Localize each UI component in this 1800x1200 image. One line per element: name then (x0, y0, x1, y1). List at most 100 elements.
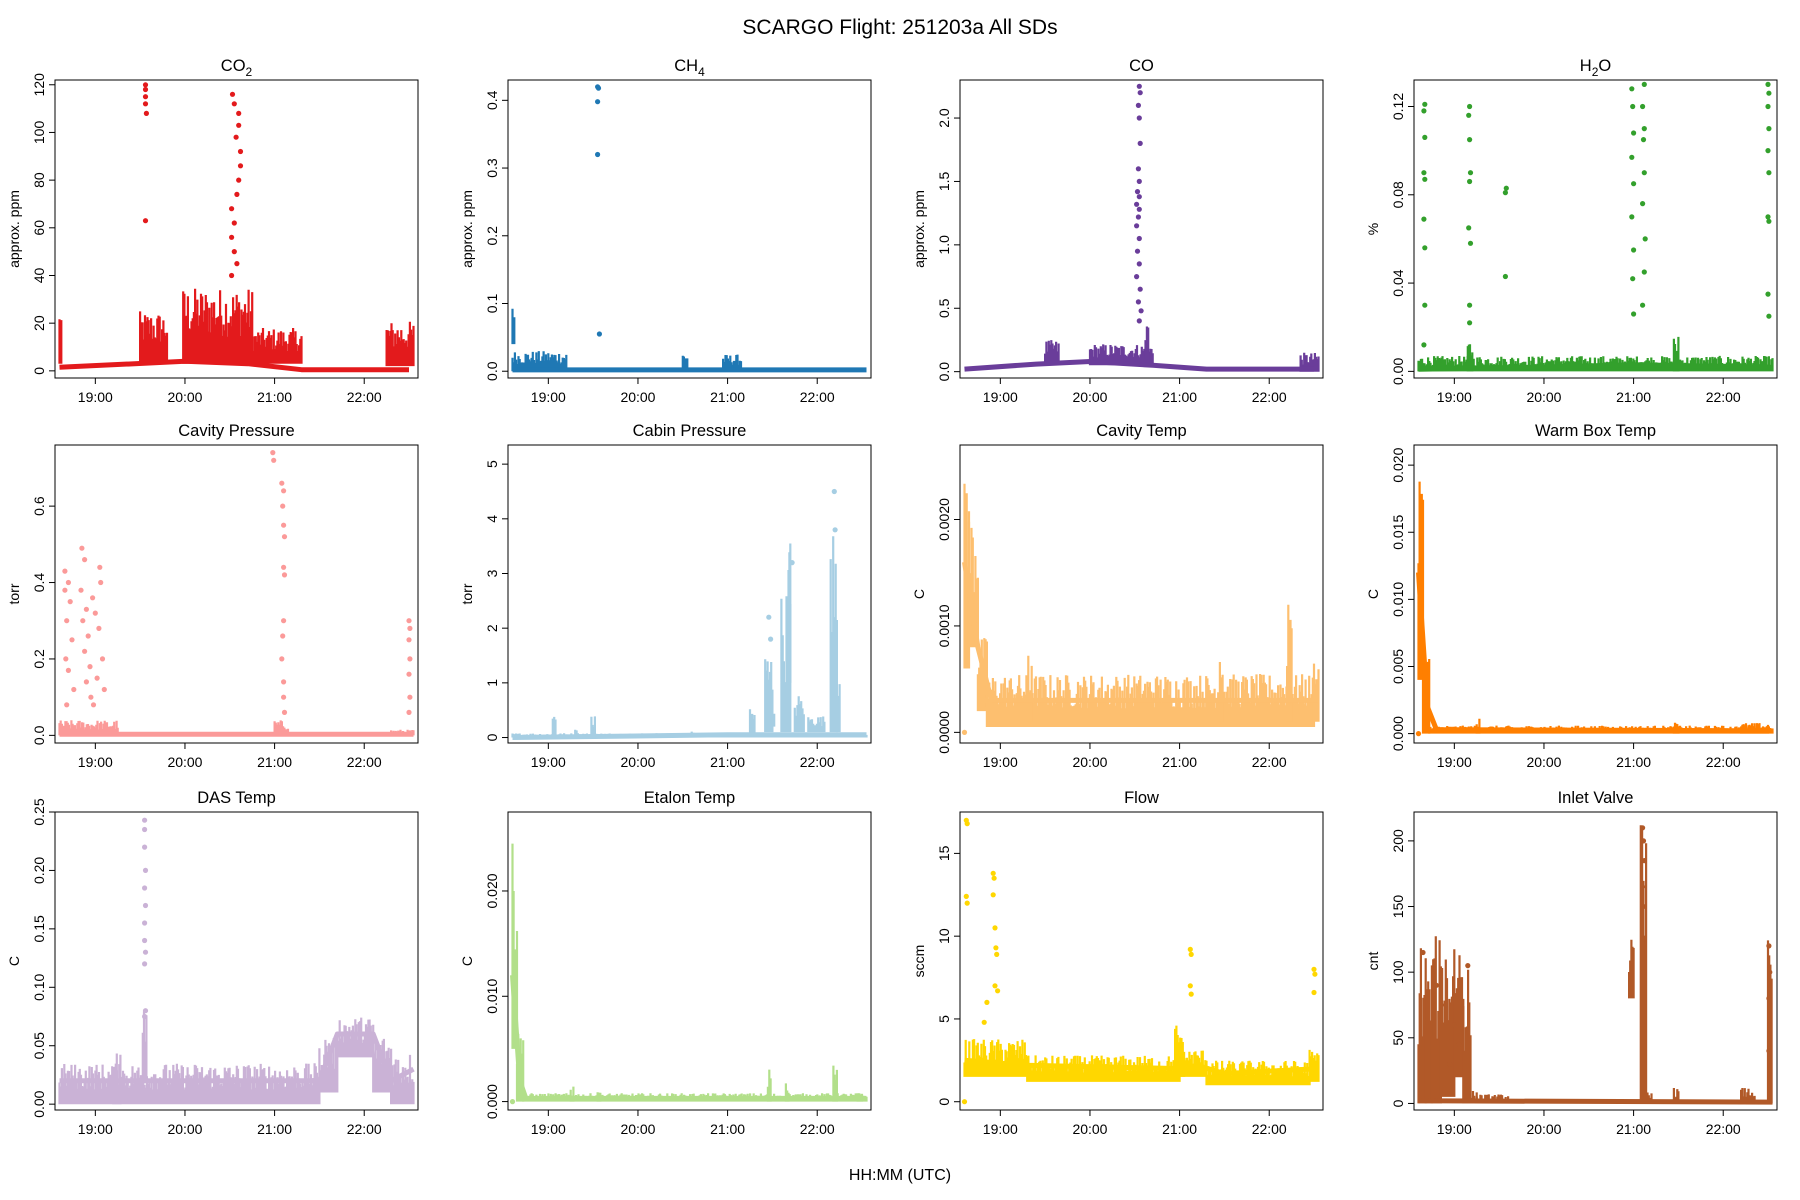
figure-xlabel: HH:MM (UTC) (849, 1167, 951, 1184)
data-point (1765, 291, 1771, 297)
data-point (234, 261, 240, 267)
data-point (1640, 103, 1646, 110)
sd-band (336, 1017, 375, 1058)
x-tick-label: 19:00 (983, 754, 1018, 770)
sd-band (985, 674, 1316, 727)
x-tick-label: 19:00 (531, 754, 566, 770)
sd-band (681, 355, 689, 372)
sd-band (390, 1054, 415, 1105)
series-co2 (58, 82, 415, 373)
x-tick-label: 22:00 (1706, 389, 1741, 405)
data-point (279, 656, 285, 662)
data-point (63, 656, 69, 662)
panel-cabp: Cabin Pressure torr 0 1 2 3 4 5 19:00 20:00 21:00 2… (459, 422, 872, 770)
x-tick-label: 22:00 (800, 754, 835, 770)
data-point (281, 522, 287, 528)
sd-baseline (59, 1031, 415, 1084)
data-point (142, 961, 148, 967)
plot-frame (54, 811, 419, 1111)
data-point (1640, 838, 1647, 844)
data-point (1631, 247, 1637, 253)
y-tick-label: 0.15 (31, 915, 47, 942)
data-point (236, 122, 242, 128)
data-point (1187, 946, 1193, 953)
data-point (142, 949, 149, 955)
data-point (236, 110, 242, 116)
data-point (229, 234, 235, 240)
x-tick-label: 19:00 (78, 1121, 113, 1137)
data-point (1421, 342, 1427, 348)
data-point (281, 709, 288, 716)
data-point (64, 618, 70, 624)
sd-band (590, 716, 596, 738)
y-tick-label: 15 (936, 845, 952, 861)
panel-title: Etalon Temp (644, 789, 735, 807)
plot-frame (507, 444, 872, 744)
y-tick-label: 0 (1390, 1099, 1406, 1107)
data-point (281, 618, 287, 624)
data-point (595, 151, 601, 158)
x-tick-label: 22:00 (347, 754, 382, 770)
y-tick-label: 0.0 (31, 725, 47, 745)
y-tick-label: 10 (936, 928, 952, 944)
data-point (1467, 137, 1473, 143)
y-axis-label: approx. ppm (6, 190, 22, 268)
x-tick-label: 19:00 (983, 1121, 1018, 1137)
y-tick-label: 0.6 (31, 496, 47, 516)
data-point (281, 679, 287, 685)
sd-band (182, 288, 254, 364)
data-point (1421, 170, 1427, 176)
sd-band (1628, 939, 1635, 999)
panel-title: H2O (1580, 57, 1612, 79)
figure-title: SCARGO Flight: 251203a All SDs (742, 16, 1057, 39)
data-point (1312, 971, 1318, 977)
data-point (1640, 884, 1646, 890)
data-point (1467, 178, 1473, 185)
y-tick-label: 0.10 (31, 973, 47, 1000)
data-point (142, 902, 149, 909)
data-point (992, 925, 998, 931)
y-axis-label: cnt (1365, 952, 1381, 971)
data-point (79, 545, 85, 551)
series-etal (509, 843, 868, 1105)
data-point (1138, 308, 1144, 314)
y-tick-label: 0.0 (936, 362, 952, 382)
y-tick-label: 0.25 (31, 798, 47, 825)
x-tick-label: 22:00 (1252, 389, 1287, 405)
data-point (1766, 943, 1772, 949)
panel-title: CH4 (674, 57, 705, 79)
data-point (1641, 1061, 1647, 1067)
y-tick-label: 0 (31, 367, 47, 375)
data-point (142, 1008, 149, 1014)
data-point (1421, 108, 1427, 114)
data-point (1456, 1041, 1462, 1047)
data-point (98, 579, 104, 586)
x-tick-label: 19:00 (1437, 389, 1472, 405)
data-point (1629, 154, 1635, 160)
data-point (1640, 137, 1647, 143)
data-point (233, 134, 239, 140)
data-point (1311, 966, 1317, 972)
y-tick-label: 100 (1390, 960, 1406, 984)
data-point (509, 1099, 516, 1105)
panel-etal: Etalon Temp C 0.000 0.010 0.020 19:00 20:00 21:… (459, 789, 872, 1137)
data-point (1502, 273, 1508, 280)
plot-frame (507, 79, 872, 379)
data-point (981, 1019, 987, 1025)
panel-title: CO (1129, 57, 1154, 75)
data-point (94, 675, 100, 681)
data-point (80, 618, 86, 624)
data-point (1467, 103, 1473, 110)
data-point (237, 163, 244, 169)
series-flow (961, 817, 1320, 1105)
y-tick-label: 0.0020 (936, 498, 952, 541)
data-point (281, 564, 287, 570)
y-tick-label: 0 (484, 733, 500, 741)
y-tick-label: 0.04 (1390, 269, 1406, 296)
data-point (62, 568, 68, 574)
data-point (1631, 311, 1637, 317)
data-point (281, 534, 288, 540)
x-tick-label: 19:00 (983, 389, 1018, 405)
data-point (229, 91, 236, 97)
data-point (595, 99, 601, 105)
